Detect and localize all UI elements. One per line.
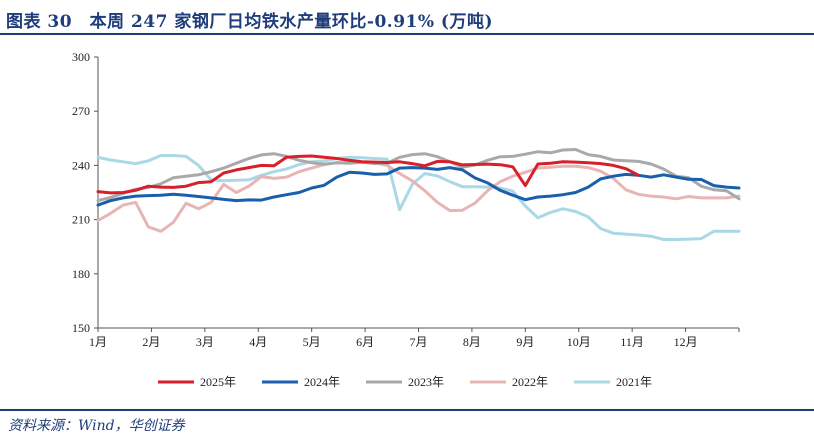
x-tick-label: 9月 — [516, 335, 534, 349]
y-tick-label: 180 — [72, 267, 90, 281]
y-tick-label: 210 — [72, 213, 90, 227]
series-line-2022 — [96, 160, 741, 233]
x-tick-label: 7月 — [409, 335, 427, 349]
y-tick-label: 270 — [72, 104, 90, 118]
x-tick-label: 11月 — [620, 335, 644, 349]
footer-divider — [0, 409, 814, 411]
x-tick-label: 6月 — [356, 335, 374, 349]
legend-label: 2023年 — [408, 375, 444, 389]
legend-label: 2024年 — [304, 375, 340, 389]
x-tick-label: 8月 — [463, 335, 481, 349]
series-line-2023 — [96, 148, 741, 203]
x-tick-label: 12月 — [674, 335, 698, 349]
x-tick-label: 4月 — [249, 335, 267, 349]
y-tick-label: 240 — [72, 158, 90, 172]
legend: 2025年 2024年 2023年 2022年 2021年 — [158, 375, 652, 389]
series-layer — [96, 148, 741, 241]
line-chart: 150 180 210 240 270 300 1月 2月 3月 4月 5月 6月 7月 8月 9月 10月 1… — [72, 50, 741, 389]
y-tick-label: 300 — [72, 50, 90, 64]
source-note: 资料来源：Wind，华创证券 — [8, 418, 185, 434]
series-line-2024 — [96, 166, 741, 207]
legend-label: 2025年 — [200, 375, 236, 389]
title-divider — [0, 33, 814, 35]
chart-title: 图表 30 本周 247 家钢厂日均铁水产量环比-0.91% (万吨) — [6, 12, 494, 32]
x-tick-label: 2月 — [142, 335, 160, 349]
legend-label: 2022年 — [512, 375, 548, 389]
y-tick-label: 150 — [72, 321, 90, 335]
legend-label: 2021年 — [616, 375, 652, 389]
x-tick-label: 3月 — [196, 335, 214, 349]
x-tick-label: 1月 — [89, 335, 107, 349]
x-tick-label: 10月 — [567, 335, 591, 349]
series-line-2025 — [96, 154, 640, 195]
title-bar: 图表 30 本周 247 家钢厂日均铁水产量环比-0.91% (万吨) — [0, 0, 814, 34]
x-tick-label: 5月 — [303, 335, 321, 349]
axes: 150 180 210 240 270 300 1月 2月 3月 4月 5月 6月 7月 8月 9月 10月 1… — [72, 50, 740, 349]
